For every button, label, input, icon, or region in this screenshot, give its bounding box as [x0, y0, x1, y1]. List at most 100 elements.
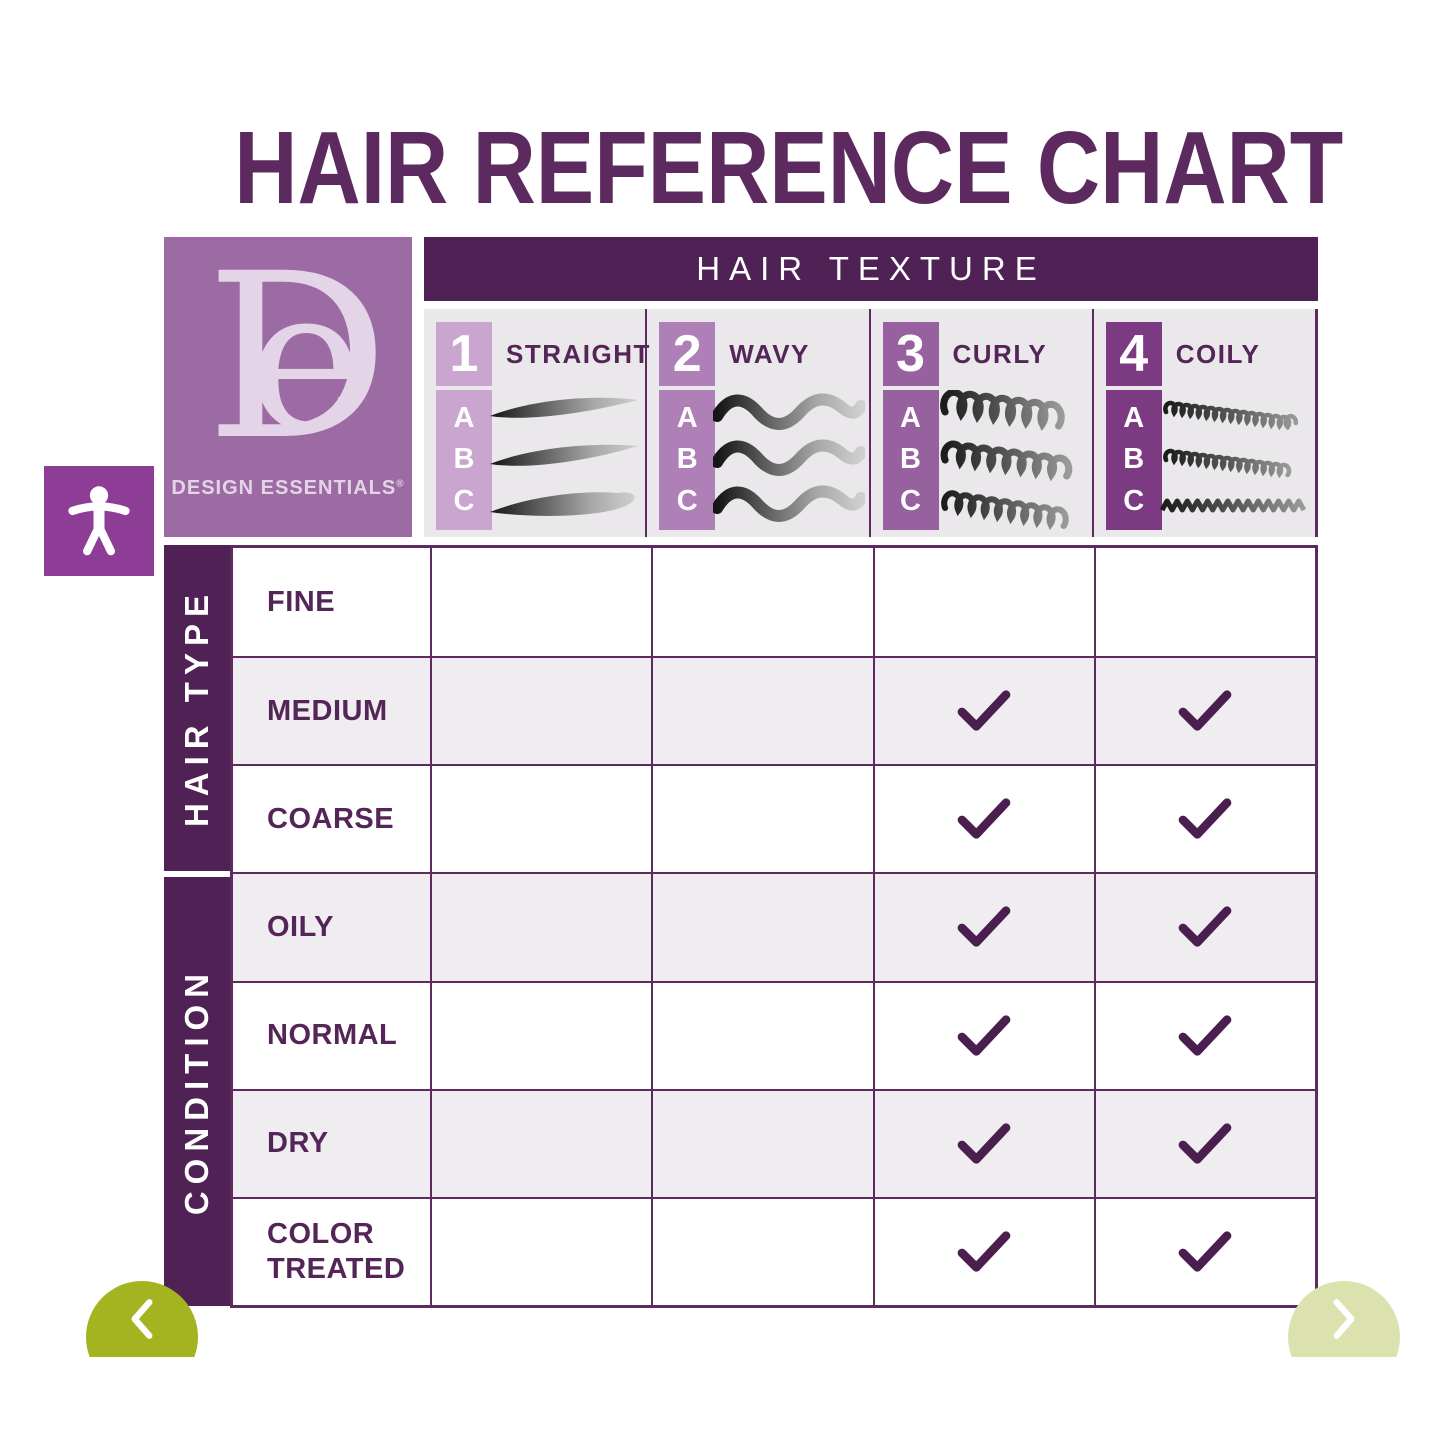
check-icon	[957, 1015, 1011, 1056]
texture-number-badge: 2	[659, 322, 716, 386]
brand-logo: D e DESIGN ESSENTIALS®	[164, 237, 412, 537]
table-cell	[872, 980, 1094, 1089]
brand-name: DESIGN ESSENTIALS®	[164, 477, 412, 500]
chart-title: HAIR REFERENCE CHART	[234, 110, 1344, 225]
table-cell	[651, 656, 873, 765]
carousel-next-button[interactable]	[1288, 1281, 1400, 1357]
texture-number-badge: 1	[436, 322, 492, 386]
brand-monogram: D e	[164, 224, 412, 490]
row-label-normal: NORMAL	[233, 980, 430, 1089]
table-cell	[430, 656, 652, 765]
table-cell	[1093, 764, 1315, 873]
carousel-prev-button[interactable]	[86, 1281, 198, 1357]
subtype-letter: C	[1123, 484, 1145, 517]
table-cell	[1093, 1088, 1315, 1197]
reference-table: FINE MEDIUM COARSE OILY NORMAL DRY COLOR…	[230, 545, 1318, 1308]
check-icon	[1179, 906, 1232, 948]
check-icon	[1179, 798, 1232, 839]
table-cell	[651, 764, 873, 873]
registered-mark: ®	[396, 478, 405, 490]
table-cell	[1093, 980, 1315, 1089]
row-label-dry: DRY	[233, 1088, 430, 1197]
check-icon	[1179, 1231, 1232, 1272]
accessibility-person-icon	[68, 486, 130, 556]
table-cell	[430, 872, 652, 981]
check-icon	[1179, 1015, 1232, 1056]
texture-subtype-badge: A B C	[436, 390, 492, 530]
table-cell	[651, 548, 872, 657]
accessibility-button[interactable]	[44, 466, 154, 576]
row-label-coarse: COARSE	[233, 764, 430, 872]
curly-hair-illustration	[939, 390, 1072, 530]
subtype-letter: B	[900, 443, 921, 476]
texture-number-badge: 3	[882, 322, 939, 386]
table-cell	[872, 656, 1094, 765]
texture-subtype-badge: A B C	[1105, 390, 1162, 530]
table-cell	[430, 980, 652, 1089]
table-cell	[651, 1088, 873, 1197]
coily-hair-illustration	[1159, 400, 1306, 513]
row-group-hair-type: HAIR TYPE	[164, 545, 230, 871]
table-cell	[872, 872, 1094, 981]
subtype-letter: C	[453, 484, 475, 517]
wavy-hair-illustration	[713, 393, 866, 522]
row-group-label: HAIR TYPE	[178, 588, 215, 828]
monogram-letter-e: e	[248, 247, 364, 475]
brand-name-text: DESIGN ESSENTIALS	[171, 477, 397, 499]
row-group-condition: CONDITION	[164, 877, 230, 1306]
table-cell	[430, 764, 652, 873]
table-cell	[430, 1196, 652, 1305]
row-label-oily: OILY	[233, 872, 430, 981]
subtype-letter: B	[1123, 443, 1145, 476]
texture-column-wavy: 2 WAVY A B C	[645, 309, 868, 537]
monogram-letter-d: D	[206, 224, 389, 490]
subtype-letter: C	[676, 484, 698, 517]
table-cell	[872, 548, 1094, 657]
subtype-letter: A	[453, 402, 475, 435]
texture-label: WAVY	[729, 339, 810, 369]
table-cell	[651, 1196, 873, 1305]
check-icon	[957, 1123, 1011, 1164]
table-cell	[1093, 548, 1315, 657]
check-icon	[957, 690, 1011, 731]
subtype-letter: B	[676, 443, 698, 476]
table-cell	[1093, 872, 1315, 981]
texture-column-straight: 1 STRAIGHT A B C	[424, 309, 649, 537]
table-cell	[430, 548, 651, 657]
subtype-letter: A	[1123, 402, 1145, 435]
check-icon	[957, 798, 1011, 839]
row-group-label: CONDITION	[178, 967, 215, 1216]
row-label-color-treated: COLOR TREATED	[233, 1196, 430, 1305]
texture-subtype-badge: A B C	[659, 390, 716, 530]
subtype-letter: B	[453, 443, 475, 476]
straight-hair-illustration	[490, 397, 638, 516]
check-icon	[957, 1231, 1011, 1272]
check-icon	[1179, 1123, 1232, 1164]
table-cell	[1093, 656, 1315, 765]
subtype-letter: A	[900, 402, 921, 435]
table-cell	[651, 980, 873, 1089]
table-cell	[872, 1088, 1094, 1197]
hair-texture-header: HAIR TEXTURE	[424, 237, 1318, 301]
texture-number-badge: 4	[1105, 322, 1162, 386]
subtype-letter: C	[900, 484, 921, 517]
check-icon	[1179, 690, 1232, 731]
table-cell	[1093, 1196, 1315, 1305]
chevron-right-icon	[1333, 1299, 1355, 1339]
texture-label: CURLY	[952, 339, 1048, 369]
texture-subtype-badge: A B C	[882, 390, 939, 530]
chevron-left-icon	[131, 1299, 153, 1339]
texture-label: STRAIGHT	[506, 339, 651, 369]
subtype-letter: A	[676, 402, 698, 435]
texture-column-curly: 3 CURLY A B C	[868, 309, 1092, 537]
table-cell	[430, 1088, 652, 1197]
row-label-medium: MEDIUM	[233, 656, 430, 765]
table-cell	[872, 764, 1094, 873]
check-icon	[957, 906, 1011, 948]
row-label-fine: FINE	[267, 585, 336, 618]
texture-column-coily: 4 COILY A B C	[1091, 309, 1315, 537]
table-cell	[872, 1196, 1094, 1305]
texture-label: COILY	[1175, 339, 1261, 369]
table-cell	[651, 872, 873, 981]
